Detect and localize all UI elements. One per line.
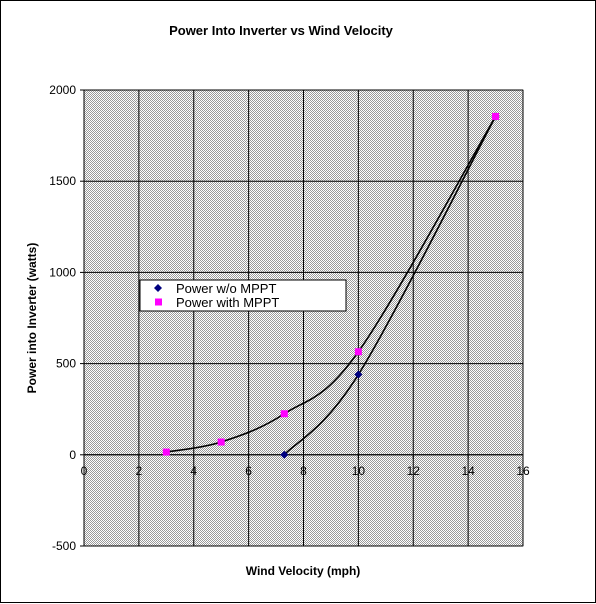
x-tick-label: 2 [136,464,143,478]
data-point-series-2 [162,448,170,456]
axes [80,89,524,547]
data-points [162,112,500,459]
legend-marker-series-1 [154,284,162,292]
x-tick-label: 0 [81,464,88,478]
trend-curve-series-1 [283,116,497,456]
y-tick-label: 2000 [49,83,76,97]
y-tick-label: -500 [52,539,76,553]
x-axis-label: Wind Velocity (mph) [246,564,361,578]
data-point-series-1 [280,450,289,459]
x-tick-label: 16 [516,464,530,478]
y-tick-label: 500 [56,357,76,371]
y-tick-label: 1000 [49,265,76,279]
x-tick-label: 4 [190,464,197,478]
data-point-series-2 [280,410,288,418]
legend-box [139,279,347,312]
x-tick-label: 8 [300,464,307,478]
x-tick-label: 6 [245,464,252,478]
chart-title: Power Into Inverter vs Wind Velocity [169,23,394,38]
y-tick-label: 1500 [49,174,76,188]
legend-label-series-2: Power with MPPT [176,295,279,310]
legend-label-series-1: Power w/o MPPT [176,281,276,296]
legend-marker-series-2 [155,298,162,306]
x-tick-label: 10 [352,464,366,478]
data-point-series-2 [217,438,225,446]
tick-labels: 0 2 4 6 8 10 12 14 16 -500 0 500 1000 1500 2000 [49,83,530,553]
x-tick-label: 14 [461,464,475,478]
y-axis-label: Power into Inverter (watts) [25,243,39,394]
y-tick-label: 0 [69,448,76,462]
x-tick-label: 12 [407,464,421,478]
data-point-series-2 [354,348,362,356]
data-point-series-2 [492,112,500,120]
data-point-series-1 [354,370,363,379]
